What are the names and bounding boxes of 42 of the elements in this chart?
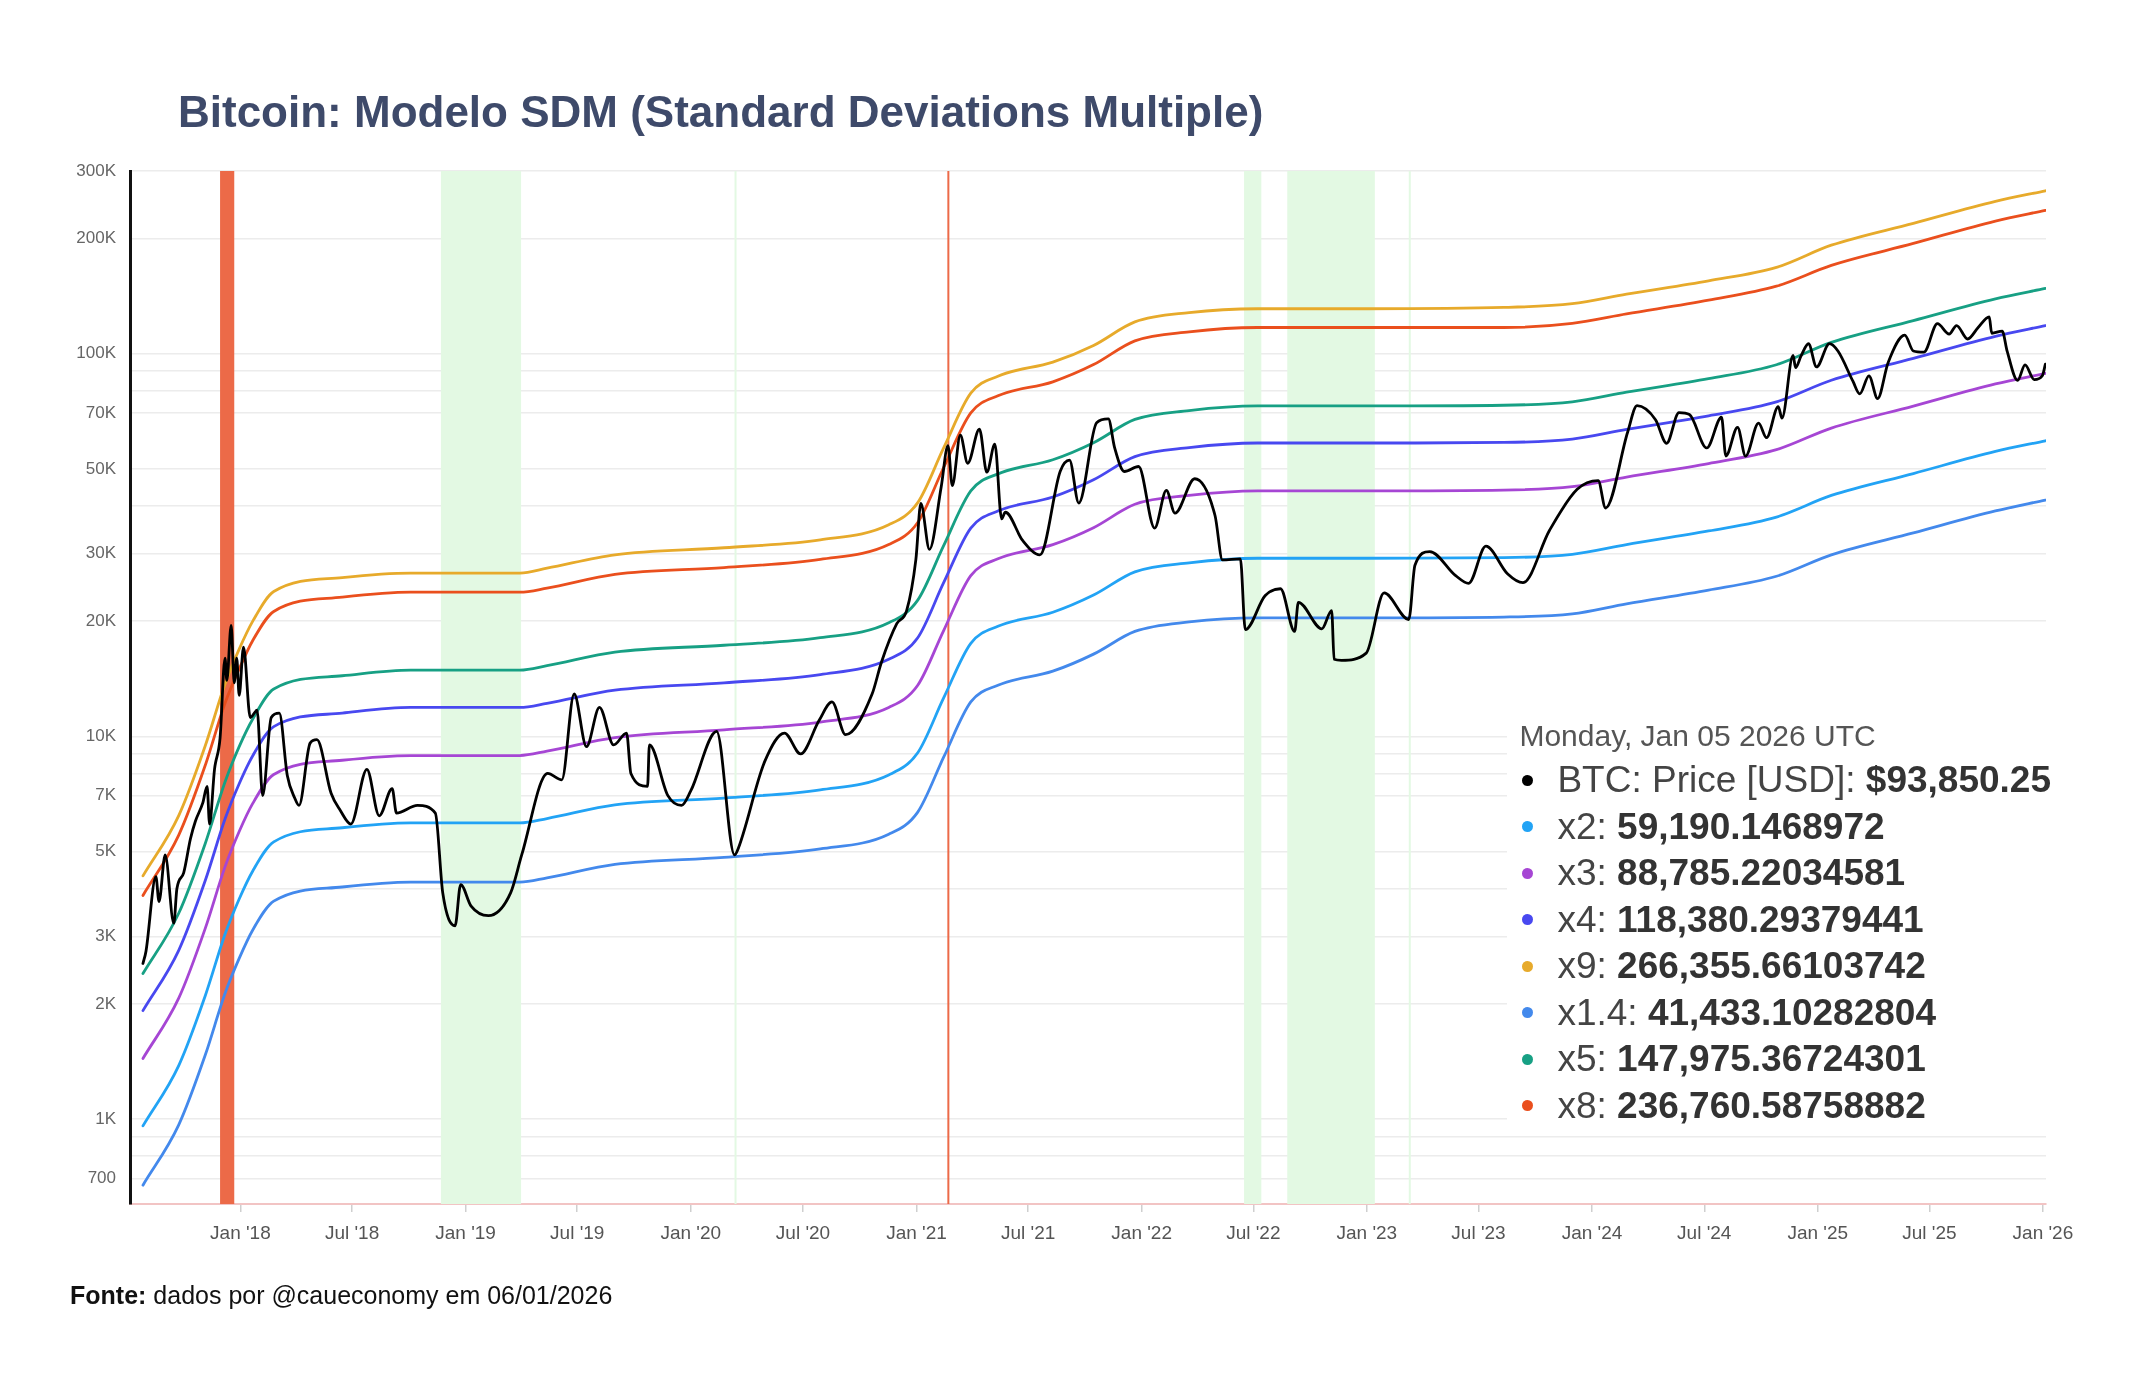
x-tick-label: Jan '18 <box>210 1221 271 1243</box>
y-tick-label: 700 <box>87 1168 116 1188</box>
legend-label: x5: 147,975.36724301 <box>1557 1037 1926 1081</box>
legend-label: x4: 118,380.29379441 <box>1557 897 1924 942</box>
x-tick-label: Jul '22 <box>1226 1221 1281 1243</box>
x-tick-label: Jan '20 <box>660 1221 722 1243</box>
y-tick-label: 10K <box>85 726 117 746</box>
y-tick-label: 5K <box>95 841 117 861</box>
legend-title: Monday, Jan 05 2026 UTC <box>1519 718 1877 754</box>
x-tick-label: Jan '25 <box>1787 1221 1849 1243</box>
y-tick-label: 7K <box>95 785 117 805</box>
x-tick-label: Jan '21 <box>886 1221 947 1243</box>
y-tick-label: 20K <box>85 610 117 630</box>
y-tick-label: 3K <box>95 926 117 946</box>
x-tick-label: Jul '20 <box>775 1221 831 1243</box>
legend-label: x2: 59,190.1468972 <box>1557 804 1885 849</box>
x-tick-label: Jul '18 <box>324 1221 380 1243</box>
x-tick-label: Jul '19 <box>550 1221 605 1243</box>
x-tick-label: Jan '22 <box>1111 1221 1173 1243</box>
y-tick-label: 200K <box>76 228 117 248</box>
legend-label: BTC: Price [USD]: $93,850.25 <box>1557 758 2051 802</box>
y-tick-label: 300K <box>76 160 117 180</box>
y-tick-label: 30K <box>85 543 117 563</box>
y-tick-label: 50K <box>85 458 117 478</box>
y-tick-label: 1K <box>95 1108 117 1128</box>
x-tick-label: Jan '26 <box>2012 1221 2074 1243</box>
legend-label: x1.4: 41,433.10282804 <box>1557 990 1936 1035</box>
y-tick-label: 70K <box>85 402 117 422</box>
x-tick-label: Jan '19 <box>435 1221 496 1243</box>
x-tick-label: Jul '23 <box>1451 1221 1506 1243</box>
x-tick-label: Jan '24 <box>1561 1221 1623 1243</box>
y-tick-label: 100K <box>76 343 117 363</box>
y-tick-label: 2K <box>95 993 117 1013</box>
chart-title: Bitcoin: Modelo SDM (Standard Deviations Multiple) <box>178 86 1264 138</box>
legend-label: x9: 266,355.66103742 <box>1557 944 1926 988</box>
x-tick-label: Jul '24 <box>1677 1221 1732 1243</box>
source-note: Fonte: dados por @caueconomy em 06/01/2026 <box>70 1280 613 1310</box>
x-tick-label: Jul '21 <box>1001 1221 1056 1243</box>
legend-label: x3: 88,785.22034581 <box>1557 851 1906 895</box>
x-tick-label: Jul '25 <box>1902 1221 1957 1243</box>
x-tick-label: Jan '23 <box>1336 1221 1398 1243</box>
legend-label: x8: 236,760.58758882 <box>1557 1083 1926 1128</box>
